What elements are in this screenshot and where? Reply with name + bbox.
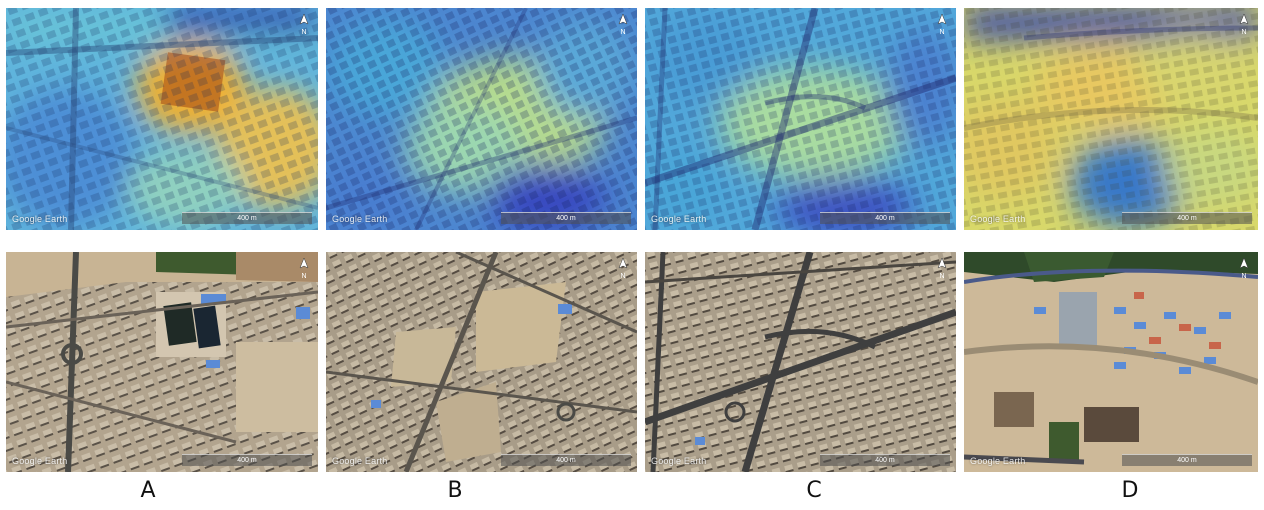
watermark: Google Earth — [332, 456, 388, 466]
satellite-image-b — [326, 252, 637, 472]
satellite-panel-a: N Google Earth 400 m — [6, 252, 318, 472]
north-label: N — [301, 273, 306, 279]
scale-bar: 400 m — [820, 212, 950, 224]
watermark: Google Earth — [970, 214, 1026, 224]
watermark: Google Earth — [970, 456, 1026, 466]
north-label: N — [1241, 273, 1246, 279]
north-arrow-icon: N — [616, 13, 630, 35]
satellite-panel-b: N Google Earth 400 m — [326, 252, 637, 472]
scale-text: 400 m — [237, 457, 257, 464]
column-label-b: B — [447, 478, 463, 503]
satellite-image-c — [645, 252, 956, 472]
north-arrow-icon: N — [1237, 257, 1251, 279]
heatmap-image-a — [6, 8, 318, 230]
scale-bar: 400 m — [501, 454, 631, 466]
heatmap-panel-b: N Google Earth 400 m — [326, 8, 637, 230]
north-arrow-icon: N — [297, 257, 311, 279]
north-label: N — [620, 29, 625, 35]
satellite-panel-d: N Google Earth 400 m — [964, 252, 1258, 472]
satellite-panel-c: N Google Earth 400 m — [645, 252, 956, 472]
satellite-image-a — [6, 252, 318, 472]
heatmap-panel-a: N Google Earth 400 m — [6, 8, 318, 230]
north-arrow-icon: N — [935, 257, 949, 279]
north-arrow-icon: N — [616, 257, 630, 279]
scale-text: 400 m — [556, 215, 576, 222]
scale-bar: 400 m — [182, 454, 312, 466]
scale-text: 400 m — [1177, 457, 1197, 464]
column-label-c: C — [806, 478, 822, 503]
north-label: N — [1241, 29, 1246, 35]
scale-bar: 400 m — [182, 212, 312, 224]
column-label-d: D — [1121, 478, 1139, 503]
scale-text: 400 m — [556, 457, 576, 464]
scale-bar: 400 m — [501, 212, 631, 224]
watermark: Google Earth — [651, 214, 707, 224]
scale-text: 400 m — [1177, 215, 1197, 222]
heatmap-panel-d: N Google Earth 400 m — [964, 8, 1258, 230]
heatmap-panel-c: N Google Earth 400 m — [645, 8, 956, 230]
satellite-image-d — [964, 252, 1258, 472]
watermark: Google Earth — [12, 214, 68, 224]
scale-bar: 400 m — [1122, 212, 1252, 224]
scale-text: 400 m — [875, 457, 895, 464]
north-label: N — [620, 273, 625, 279]
heatmap-image-d — [964, 8, 1258, 230]
watermark: Google Earth — [332, 214, 388, 224]
north-arrow-icon: N — [1237, 13, 1251, 35]
north-label: N — [939, 273, 944, 279]
scale-text: 400 m — [875, 215, 895, 222]
heatmap-image-c — [645, 8, 956, 230]
scale-text: 400 m — [237, 215, 257, 222]
scale-bar: 400 m — [820, 454, 950, 466]
heatmap-image-b — [326, 8, 637, 230]
north-label: N — [939, 29, 944, 35]
watermark: Google Earth — [651, 456, 707, 466]
scale-bar: 400 m — [1122, 454, 1252, 466]
north-arrow-icon: N — [297, 13, 311, 35]
watermark: Google Earth — [12, 456, 68, 466]
column-label-a: A — [140, 478, 156, 503]
north-arrow-icon: N — [935, 13, 949, 35]
north-label: N — [301, 29, 306, 35]
